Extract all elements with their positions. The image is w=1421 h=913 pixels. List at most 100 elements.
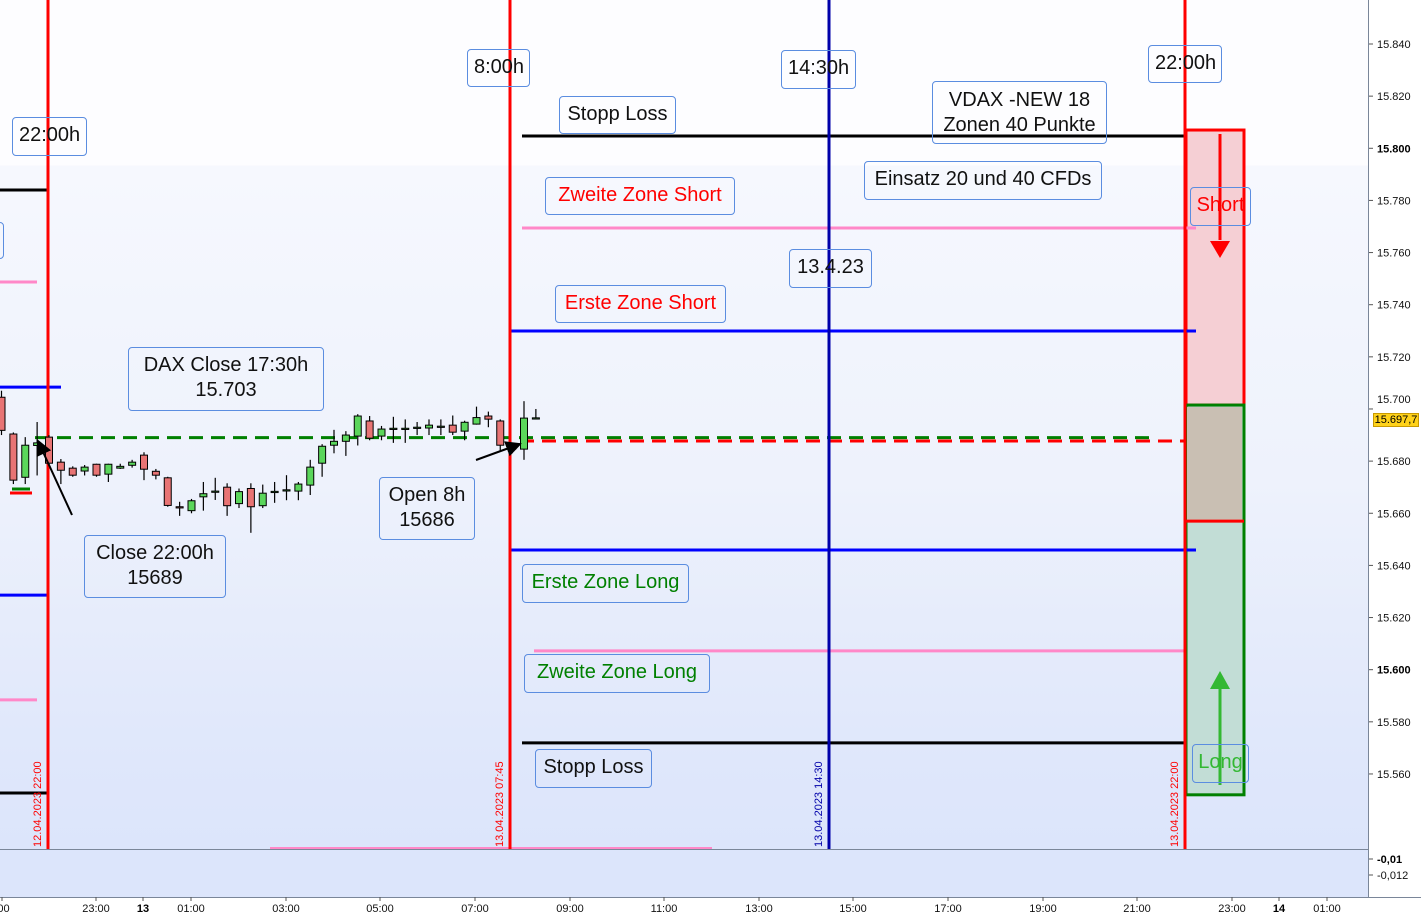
price-tick-label: 15.720 — [1377, 352, 1411, 364]
candle-body — [341, 434, 350, 442]
label-date[interactable]: 13.4.23 — [789, 249, 872, 288]
price-tick-label: 15.680 — [1377, 456, 1411, 468]
candle-body — [318, 445, 327, 464]
time-tick-label: 09:00 — [556, 903, 584, 913]
price-tick-label: 15.820 — [1377, 91, 1411, 103]
candle-body — [199, 493, 208, 498]
candle-body — [484, 415, 493, 420]
price-axis[interactable] — [1369, 0, 1421, 897]
label-vdax[interactable]: VDAX -NEW 18 Zonen 40 Punkte — [932, 81, 1107, 144]
candle-body — [436, 425, 445, 428]
candle-body — [330, 440, 338, 446]
time-tick-label: 14 — [1273, 903, 1286, 913]
candle-body — [448, 424, 457, 433]
candle-body — [104, 463, 113, 475]
candle-body — [151, 470, 160, 476]
price-tick-label: 15.760 — [1377, 248, 1411, 260]
candle-body — [389, 427, 398, 430]
price-tick-label: 15.600 — [1377, 665, 1411, 677]
label-dax-close[interactable]: DAX Close 17:30h 15.703 — [128, 347, 324, 411]
candle-body — [140, 454, 148, 470]
candle-body — [353, 415, 362, 437]
time-tick-label: 05:00 — [366, 903, 394, 913]
long-arrowhead-icon — [1210, 671, 1230, 689]
label-stop-loss-bottom[interactable]: Stopp Loss — [535, 749, 652, 788]
candle-body — [211, 490, 220, 493]
time-tick-label: 21:00 — [1123, 903, 1151, 913]
candle-body — [128, 461, 137, 466]
label-long[interactable]: Long — [1192, 744, 1249, 783]
candle-body — [68, 467, 77, 476]
label-time-800[interactable]: 8:00h — [467, 49, 530, 87]
label-einsatz[interactable]: Einsatz 20 und 40 CFDs — [864, 161, 1102, 200]
candle-body — [9, 433, 18, 481]
label-time-1430[interactable]: 14:30h — [781, 50, 856, 89]
time-axis[interactable] — [0, 897, 1421, 913]
candle-body — [0, 396, 6, 431]
candle-body — [425, 424, 433, 429]
time-tick-label: 13 — [137, 903, 149, 913]
label-open-8h[interactable]: Open 8h 15686 — [379, 477, 475, 540]
time-tick-label: :00 — [0, 903, 10, 913]
overlap-zone-box — [1187, 407, 1242, 522]
label-zone1-short[interactable]: Erste Zone Short — [555, 285, 726, 323]
price-tick-label: 15.840 — [1377, 39, 1411, 51]
candle-body — [56, 461, 65, 471]
candle-body — [306, 466, 315, 486]
candle-body — [187, 500, 196, 512]
vertical-line-date-label: 13.04.2023 14:30 — [813, 761, 825, 847]
label-left-partial[interactable] — [0, 222, 4, 259]
price-tick-label: 15.780 — [1377, 195, 1411, 207]
label-short[interactable]: Short — [1190, 187, 1251, 226]
time-tick-label: 17:00 — [934, 903, 962, 913]
time-tick-label: 01:00 — [177, 903, 205, 913]
vertical-line-date-label: 13.04.2023 22:00 — [1169, 761, 1181, 847]
candle-body — [92, 463, 101, 476]
candle-body — [21, 444, 30, 478]
label-zone2-short[interactable]: Zweite Zone Short — [545, 177, 735, 215]
candle-body — [460, 421, 469, 432]
candle-body — [413, 426, 422, 429]
candle-body — [531, 417, 540, 420]
candle-body — [282, 489, 291, 492]
subpanel-tick-label: -0,012 — [1377, 870, 1408, 882]
candle-body — [116, 465, 125, 469]
price-tick-label: 15.700 — [1377, 394, 1411, 406]
candle-body — [80, 466, 89, 472]
subpanel-tick-label: -0,01 — [1377, 854, 1402, 866]
label-right-2200[interactable]: 22:00h — [1148, 45, 1222, 83]
time-tick-label: 13:00 — [745, 903, 773, 913]
price-tick-label: 15.660 — [1377, 508, 1411, 520]
last-price-badge: 15.697,7 — [1373, 413, 1419, 427]
chart-plot-area[interactable] — [0, 0, 1368, 849]
vertical-line-date-label: 12.04.2023 22:00 — [32, 761, 44, 847]
short-zone-box — [1184, 128, 1246, 407]
candle-body — [235, 491, 243, 505]
time-tick-label: 23:00 — [82, 903, 110, 913]
arrow-open-8h — [475, 441, 522, 461]
label-stop-loss-top[interactable]: Stopp Loss — [559, 96, 676, 134]
candle-body — [401, 427, 410, 430]
price-tick-label: 15.740 — [1377, 300, 1411, 312]
label-zone2-long[interactable]: Zweite Zone Long — [524, 654, 710, 693]
price-tick-label: 15.620 — [1377, 613, 1411, 625]
time-tick-label: 19:00 — [1029, 903, 1057, 913]
candle-body — [496, 420, 505, 446]
arrow-close-2200 — [36, 439, 73, 516]
candle-body — [258, 492, 267, 507]
candle-body — [270, 490, 279, 494]
price-tick-label: 15.560 — [1377, 769, 1411, 781]
candle-body — [223, 486, 232, 507]
label-close-2200[interactable]: Close 22:00h 15689 — [84, 535, 226, 598]
short-arrowhead-icon — [1210, 241, 1230, 258]
label-left-2200[interactable]: 22:00h — [12, 117, 87, 156]
time-tick-label: 15:00 — [839, 903, 867, 913]
label-zone1-long[interactable]: Erste Zone Long — [522, 564, 689, 603]
candle-body — [520, 417, 528, 450]
candle-body — [246, 487, 255, 508]
price-tick-label: 15.580 — [1377, 717, 1411, 729]
candle-body — [175, 506, 184, 509]
indicator-subpanel[interactable] — [0, 850, 1368, 897]
time-tick-label: 03:00 — [272, 903, 300, 913]
